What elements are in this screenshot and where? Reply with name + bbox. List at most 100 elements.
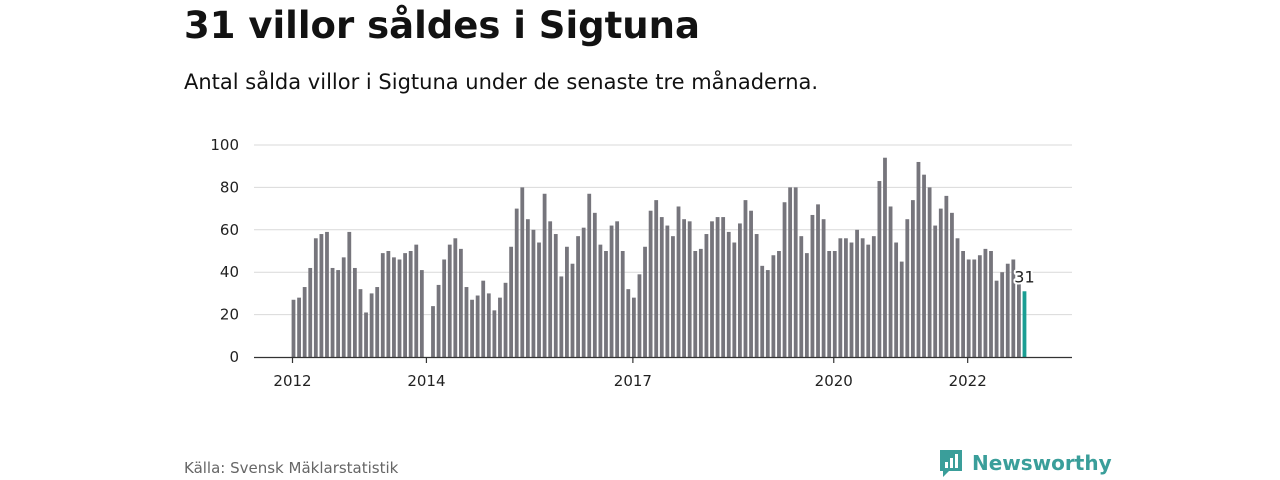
bar	[933, 225, 938, 357]
bar	[553, 234, 558, 357]
bar	[676, 206, 681, 357]
bar	[955, 238, 960, 357]
bar	[542, 193, 547, 357]
bar	[481, 280, 486, 357]
bar	[509, 246, 514, 357]
bar	[704, 234, 709, 357]
bar	[330, 267, 335, 357]
bar	[643, 246, 647, 357]
bar	[871, 236, 876, 357]
bar	[693, 251, 698, 357]
chart-title: 31 villor såldes i Sigtuna	[184, 4, 700, 47]
bar	[408, 251, 413, 357]
bar	[816, 204, 820, 357]
bar	[687, 221, 692, 357]
bar	[369, 293, 374, 357]
bar	[414, 244, 419, 357]
bar	[726, 231, 731, 357]
bar	[765, 270, 770, 357]
bar	[916, 161, 921, 357]
bar	[297, 297, 301, 357]
bar	[665, 225, 670, 357]
value-label: 31	[1014, 267, 1034, 286]
bar	[972, 259, 977, 357]
bar	[698, 248, 703, 357]
bar	[910, 200, 915, 357]
bar	[325, 231, 329, 357]
bar	[419, 270, 424, 357]
bar	[637, 274, 642, 357]
bar	[470, 299, 474, 357]
bar	[565, 246, 569, 357]
bar	[548, 221, 553, 357]
bar	[866, 244, 871, 357]
bar	[341, 257, 346, 357]
bar	[347, 231, 352, 357]
bar	[403, 253, 407, 357]
bar	[710, 221, 714, 357]
bar	[631, 297, 636, 357]
bar	[715, 217, 720, 357]
bar	[905, 219, 910, 357]
bar	[922, 174, 926, 357]
bar	[626, 289, 631, 357]
bar	[397, 259, 402, 357]
bar	[1017, 282, 1021, 357]
brand[interactable]: Newsworthy	[938, 448, 1112, 478]
value-label-halo: 31	[1014, 267, 1034, 286]
bar	[977, 255, 982, 357]
bar	[581, 227, 586, 357]
bar	[777, 251, 781, 357]
y-tick-label: 100	[210, 136, 239, 154]
bar	[648, 210, 653, 357]
bar	[604, 251, 608, 357]
bar	[771, 255, 776, 357]
bar	[386, 251, 391, 357]
bar	[291, 299, 296, 357]
bar	[609, 225, 614, 357]
bar	[788, 187, 793, 357]
bar	[950, 212, 954, 357]
x-tick-label: 2014	[407, 372, 445, 390]
bar	[844, 238, 848, 357]
bar	[927, 187, 932, 357]
bar	[849, 242, 854, 357]
bar	[486, 293, 491, 357]
bar	[877, 181, 882, 357]
bar	[721, 217, 726, 357]
bar	[659, 217, 664, 357]
bar	[598, 244, 603, 357]
bar	[364, 312, 368, 357]
bar	[743, 200, 748, 357]
bar	[464, 287, 469, 357]
bar	[671, 236, 675, 357]
bar	[754, 234, 759, 357]
bar	[459, 248, 463, 357]
bar	[966, 259, 971, 357]
bar	[799, 236, 804, 357]
bar	[475, 295, 480, 357]
bar	[860, 238, 865, 357]
bar	[514, 208, 519, 357]
bar	[531, 229, 536, 357]
bar	[827, 251, 832, 357]
bar	[838, 238, 843, 357]
bar	[732, 242, 737, 357]
bar	[782, 202, 787, 357]
bar	[520, 187, 525, 357]
bar	[620, 251, 625, 357]
bar	[899, 261, 904, 357]
bar	[380, 253, 385, 357]
bar	[559, 276, 564, 357]
bar	[492, 310, 497, 357]
newsworthy-logo-icon	[940, 450, 962, 477]
bar	[570, 263, 575, 357]
bar	[894, 242, 899, 357]
bar	[994, 280, 999, 357]
bar	[888, 206, 893, 357]
bar	[832, 251, 837, 357]
bar	[793, 187, 798, 357]
x-tick-label: 2017	[614, 372, 652, 390]
bar	[431, 306, 435, 357]
